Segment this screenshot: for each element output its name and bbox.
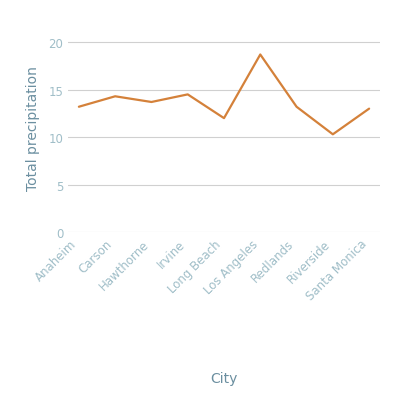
Y-axis label: Total precipitation: Total precipitation [26, 66, 40, 190]
Text: City: City [210, 371, 238, 385]
